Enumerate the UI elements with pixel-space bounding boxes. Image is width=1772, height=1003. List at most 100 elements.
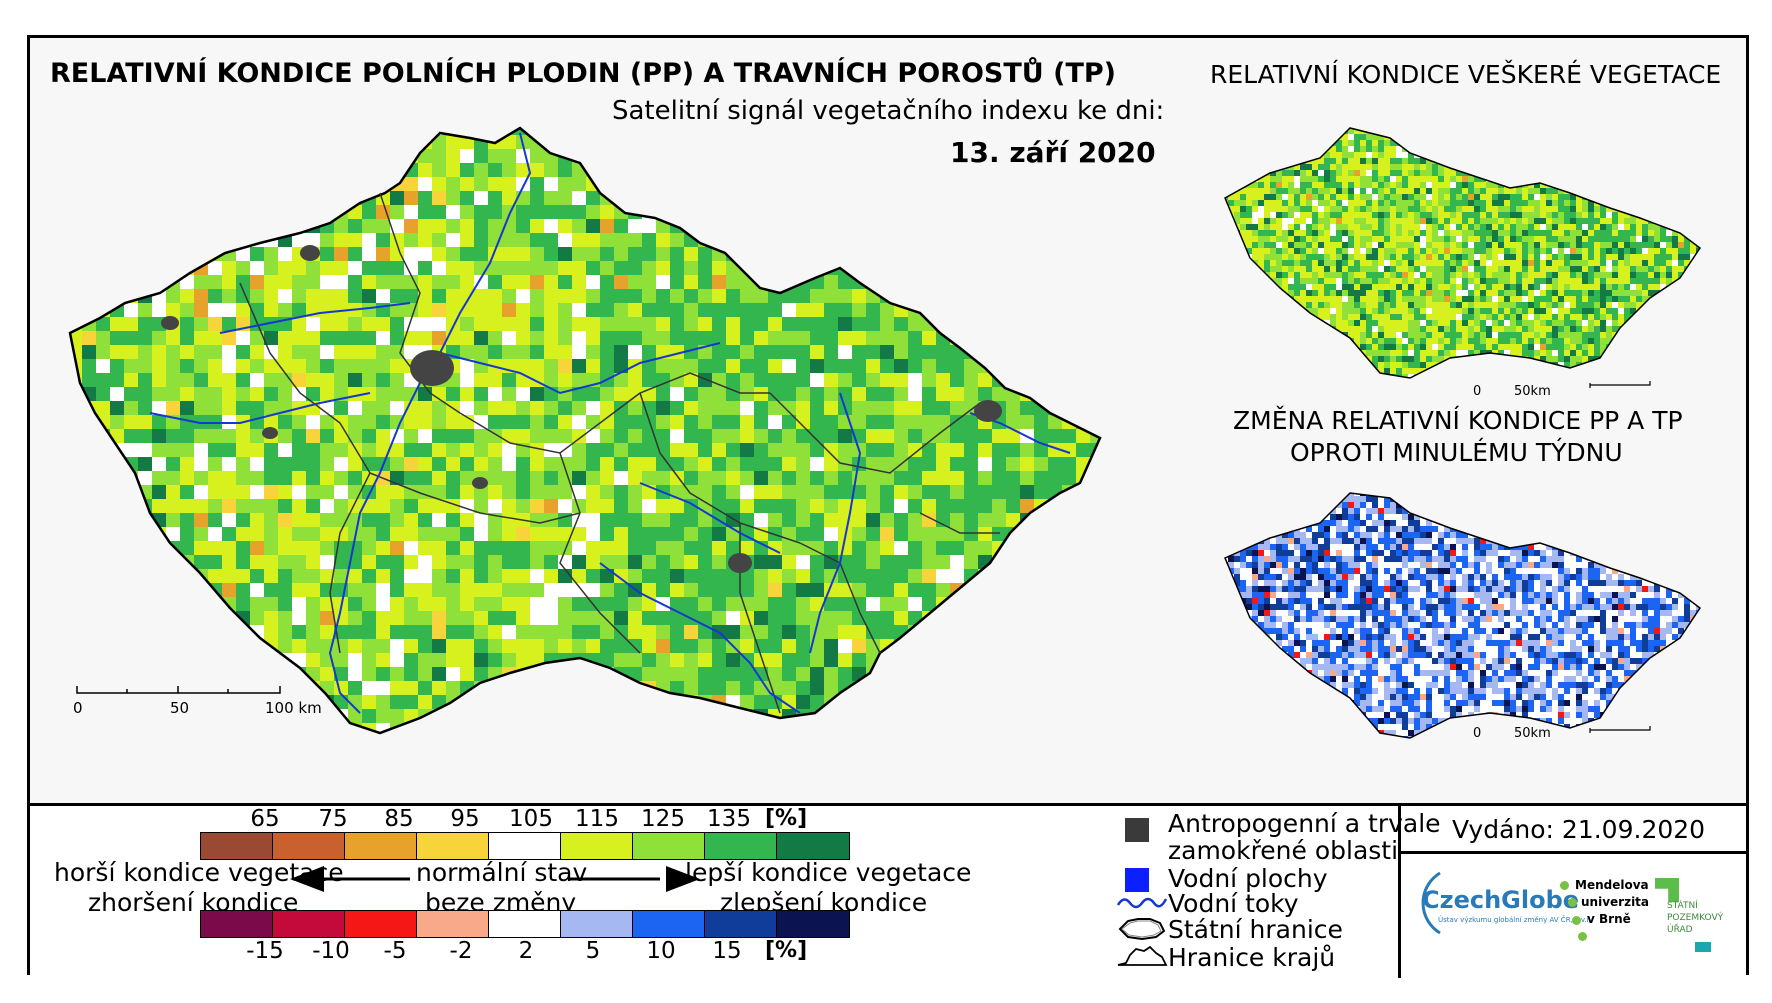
raster-cell	[936, 681, 950, 695]
raster-cell	[124, 149, 138, 163]
raster-cell	[348, 583, 362, 597]
raster-cell	[1456, 116, 1462, 122]
raster-cell	[866, 331, 880, 345]
raster-cell	[782, 373, 796, 387]
raster-cell	[1118, 695, 1132, 709]
raster-cell	[1132, 163, 1146, 177]
raster-cell	[1528, 128, 1534, 134]
raster-cell	[390, 345, 404, 359]
raster-cell	[236, 583, 250, 597]
raster-cell	[922, 177, 936, 191]
raster-cell	[502, 107, 516, 121]
raster-cell	[1048, 681, 1062, 695]
raster-cell	[1216, 122, 1222, 128]
raster-cell	[1210, 122, 1216, 128]
raster-cell	[54, 163, 68, 177]
raster-cell	[404, 597, 418, 611]
raster-cell	[838, 471, 852, 485]
raster-cell	[838, 289, 852, 303]
raster-cell	[964, 163, 978, 177]
raster-cell	[1336, 116, 1342, 122]
raster-cell	[1468, 176, 1474, 182]
raster-cell	[1348, 98, 1354, 104]
raster-cell	[950, 128, 964, 135]
raster-cell	[208, 205, 222, 219]
raster-cell	[1672, 128, 1678, 134]
raster-cell	[796, 247, 810, 261]
raster-cell	[1076, 233, 1090, 247]
raster-cell	[1104, 247, 1118, 261]
raster-cell	[754, 499, 768, 513]
raster-cell	[488, 401, 502, 415]
raster-cell	[558, 639, 572, 653]
raster-cell	[768, 639, 782, 653]
raster-cell	[1576, 134, 1582, 140]
raster-cell	[222, 457, 236, 471]
raster-cell	[418, 527, 432, 541]
raster-cell	[1660, 158, 1666, 164]
raster-cell	[446, 387, 460, 401]
raster-cell	[208, 289, 222, 303]
raster-cell	[222, 387, 236, 401]
raster-cell	[810, 457, 824, 471]
raster-cell	[292, 611, 306, 625]
raster-cell	[1062, 128, 1076, 135]
raster-cell	[1288, 110, 1294, 116]
raster-cell	[1702, 122, 1708, 128]
raster-cell	[572, 233, 586, 247]
raster-cell	[1582, 164, 1588, 170]
raster-cell	[1076, 128, 1090, 135]
raster-cell	[180, 205, 194, 219]
raster-cell	[516, 289, 530, 303]
raster-cell	[1132, 93, 1146, 107]
raster-cell	[1234, 110, 1240, 116]
raster-cell	[1522, 122, 1528, 128]
raster-cell	[306, 128, 320, 135]
raster-cell	[446, 555, 460, 569]
raster-cell	[432, 205, 446, 219]
raster-cell	[796, 261, 810, 275]
water-streams	[149, 132, 1071, 714]
raster-cell	[712, 233, 726, 247]
raster-cell	[530, 513, 544, 527]
raster-cell	[194, 345, 208, 359]
raster-cell	[110, 317, 124, 331]
raster-cell	[264, 289, 278, 303]
raster-cell	[726, 471, 740, 485]
raster-cell	[908, 499, 922, 513]
raster-cell	[572, 317, 586, 331]
raster-cell	[1090, 611, 1100, 625]
raster-cell	[320, 457, 334, 471]
raster-cell	[1336, 170, 1342, 176]
raster-cell	[1528, 152, 1534, 158]
raster-cell	[1438, 110, 1444, 116]
raster-cell	[824, 681, 838, 695]
raster-cell	[1630, 164, 1636, 170]
raster-cell	[1426, 164, 1432, 170]
raster-cell	[180, 457, 194, 471]
raster-cell	[96, 149, 110, 163]
raster-cell	[796, 569, 810, 583]
raster-cell	[166, 611, 180, 625]
raster-cell	[950, 471, 964, 485]
raster-cell	[166, 289, 180, 303]
raster-cell	[474, 289, 488, 303]
raster-cell	[1696, 152, 1700, 158]
raster-cell	[614, 513, 628, 527]
raster-cell	[40, 387, 54, 401]
raster-cell	[614, 709, 628, 723]
raster-cell	[222, 401, 236, 415]
raster-cell	[82, 555, 96, 569]
raster-cell	[1618, 164, 1624, 170]
raster-cell	[1076, 737, 1090, 751]
raster-cell	[698, 191, 712, 205]
raster-cell	[362, 681, 376, 695]
raster-cell	[1104, 737, 1118, 751]
raster-cell	[502, 737, 516, 751]
raster-cell	[1104, 317, 1118, 331]
raster-cell	[796, 289, 810, 303]
raster-cell	[138, 401, 152, 415]
raster-cell	[1104, 331, 1118, 345]
raster-cell	[432, 667, 446, 681]
raster-cell	[712, 261, 726, 275]
